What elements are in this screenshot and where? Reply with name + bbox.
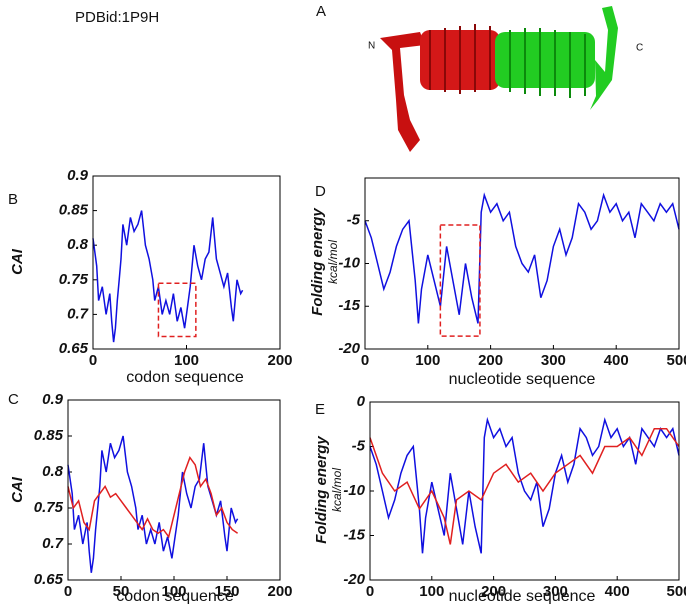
y-axis-unit: kcal/mol <box>330 468 344 512</box>
y-tick-label: 0.85 <box>34 427 64 444</box>
y-tick-label: 0.9 <box>67 167 89 184</box>
panel-label: B <box>8 191 18 208</box>
x-tick-label: 0 <box>89 352 97 369</box>
n-terminus: N <box>368 41 375 52</box>
x-tick-label: 500 <box>666 583 686 600</box>
x-axis-label: nucleotide sequence <box>449 588 596 604</box>
y-tick-label: 0.75 <box>34 499 64 516</box>
x-tick-label: 300 <box>543 583 568 600</box>
line-series <box>364 192 680 324</box>
line-series <box>369 416 680 554</box>
x-tick-label: 300 <box>541 352 566 369</box>
highlight-box <box>439 224 481 337</box>
y-tick-label: 0 <box>357 393 366 410</box>
panel-label: E <box>315 401 325 418</box>
y-axis-label: CAI <box>9 248 26 275</box>
x-tick-label: 100 <box>419 583 444 600</box>
x-tick-label: 100 <box>415 352 440 369</box>
line-series <box>369 427 680 545</box>
y-tick-label: 0.65 <box>59 340 89 357</box>
x-tick-label: 200 <box>267 352 292 369</box>
x-axis-label: codon sequence <box>116 588 234 604</box>
x-tick-label: 150 <box>214 583 239 600</box>
x-tick-label: 0 <box>366 583 374 600</box>
x-tick-label: 200 <box>267 583 292 600</box>
panel-label: D <box>315 183 326 200</box>
x-tick-label: 0 <box>64 583 72 600</box>
x-tick-label: 200 <box>478 352 503 369</box>
y-tick-label: 0.7 <box>67 305 89 322</box>
c-terminus: C <box>636 43 643 54</box>
y-tick-label: -5 <box>352 437 366 454</box>
y-axis-label: Folding energy <box>309 208 326 316</box>
x-tick-label: 0 <box>361 352 369 369</box>
x-axis-label: nucleotide sequence <box>449 371 596 388</box>
panel-label: C <box>8 391 19 408</box>
x-tick-label: 50 <box>113 583 130 600</box>
line-series <box>67 435 239 573</box>
x-tick-label: 400 <box>604 352 629 369</box>
y-tick-label: 0.8 <box>67 236 89 253</box>
y-tick-label: 0.8 <box>42 463 64 480</box>
plot-frame <box>364 177 680 350</box>
y-tick-label: -15 <box>343 526 365 543</box>
y-tick-label: -20 <box>343 571 365 588</box>
x-tick-label: 500 <box>666 352 686 369</box>
protein-structure <box>380 6 618 152</box>
y-tick-label: -20 <box>338 340 360 357</box>
highlight-box <box>157 282 197 338</box>
y-tick-label: 0.7 <box>42 535 64 552</box>
x-tick-label: 400 <box>605 583 630 600</box>
y-axis-label: CAI <box>9 476 26 503</box>
y-tick-label: -10 <box>343 482 365 499</box>
y-tick-label: -5 <box>347 212 361 229</box>
y-tick-label: -15 <box>338 297 360 314</box>
y-tick-label: 0.65 <box>34 571 64 588</box>
x-axis-label: codon sequence <box>126 369 244 386</box>
x-tick-label: 100 <box>174 352 199 369</box>
x-tick-label: 100 <box>161 583 186 600</box>
y-tick-label: 0.9 <box>42 391 64 408</box>
y-axis-label: Folding energy <box>313 436 330 544</box>
y-tick-label: 0.85 <box>59 202 89 219</box>
line-series <box>67 456 239 539</box>
y-tick-label: 0.75 <box>59 271 89 288</box>
y-tick-label: -10 <box>338 254 360 271</box>
plot-frame <box>92 175 281 350</box>
panel-label: A <box>316 3 326 20</box>
y-axis-unit: kcal/mol <box>326 240 340 284</box>
x-tick-label: 200 <box>481 583 506 600</box>
line-series <box>92 210 244 343</box>
pdb-id: PDBid:1P9H <box>75 9 159 26</box>
plot-frame <box>67 399 281 581</box>
plot-frame <box>369 401 680 581</box>
